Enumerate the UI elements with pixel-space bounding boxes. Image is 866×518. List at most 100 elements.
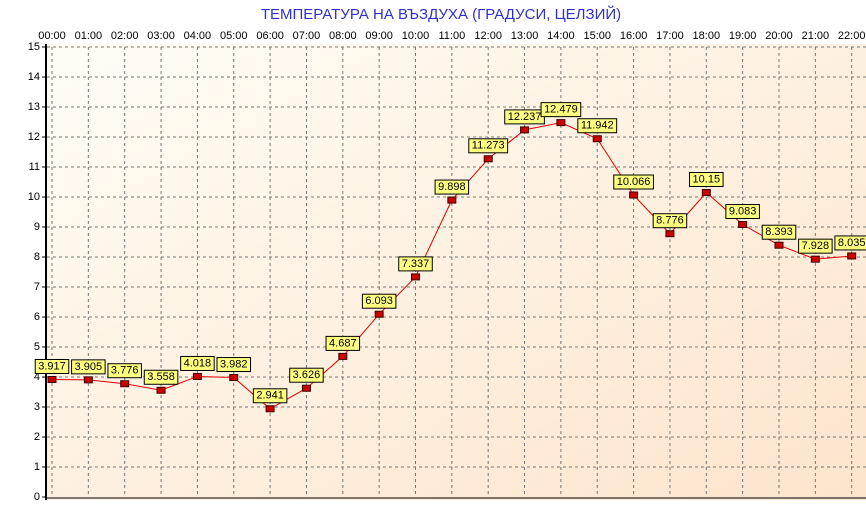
value-label-box xyxy=(761,224,797,240)
x-tick-label: 12:00 xyxy=(474,30,502,42)
y-tick-label: 7 xyxy=(34,281,40,293)
value-label: 12.479 xyxy=(544,104,578,116)
value-label-box xyxy=(613,174,654,190)
marker xyxy=(847,252,857,260)
value-label-box xyxy=(289,367,324,383)
x-tick-label: 06:00 xyxy=(256,30,284,42)
x-tick-label: 22:00 xyxy=(838,30,866,42)
chart-title: ТЕМПЕРАТУРА НА ВЪЗДУХА (ГРАДУСИ, ЦЕЛЗИЙ) xyxy=(261,5,621,23)
y-tick-label: 6 xyxy=(34,311,40,323)
value-label-box xyxy=(434,179,470,195)
value-label-box xyxy=(107,363,142,379)
marker xyxy=(83,376,93,384)
marker xyxy=(338,352,348,360)
value-label: 7.337 xyxy=(402,258,430,270)
value-label: 4.018 xyxy=(184,357,212,369)
y-tick-label: 10 xyxy=(28,191,40,203)
y-tick-label: 9 xyxy=(34,221,40,233)
y-tick-label: 3 xyxy=(34,401,40,413)
value-label-box xyxy=(34,358,70,374)
value-label-box xyxy=(252,388,288,404)
x-tick-label: 08:00 xyxy=(329,30,357,42)
marker xyxy=(629,191,639,199)
marker xyxy=(483,155,493,163)
value-label-box xyxy=(398,256,433,272)
value-label-box xyxy=(725,204,760,220)
x-tick-label: 21:00 xyxy=(802,30,830,42)
marker xyxy=(738,221,748,229)
value-label-box xyxy=(143,369,179,385)
marker xyxy=(592,135,602,143)
x-tick-label: 13:00 xyxy=(511,30,539,42)
x-tick-label: 19:00 xyxy=(729,30,757,42)
value-label-box xyxy=(577,118,618,134)
x-tick-label: 09:00 xyxy=(365,30,393,42)
value-label: 10.15 xyxy=(693,173,721,185)
value-label: 7.928 xyxy=(802,240,830,252)
x-tick-label: 02:00 xyxy=(111,30,139,42)
value-label: 3.982 xyxy=(220,358,248,370)
value-label: 4.687 xyxy=(329,337,357,349)
marker xyxy=(374,310,384,318)
value-label-box xyxy=(798,238,833,254)
value-label: 2.941 xyxy=(256,390,284,402)
y-tick-label: 11 xyxy=(29,161,40,173)
y-tick-label: 13 xyxy=(28,101,40,113)
marker xyxy=(665,230,675,238)
value-label: 3.917 xyxy=(38,360,66,372)
marker xyxy=(120,380,130,388)
x-tick-label: 00:00 xyxy=(38,30,66,42)
y-tick-label: 0 xyxy=(34,491,40,503)
value-label: 3.905 xyxy=(75,361,103,373)
marker xyxy=(774,241,784,249)
marker xyxy=(156,386,166,394)
value-label-box xyxy=(361,293,397,309)
value-label: 8.776 xyxy=(656,215,684,227)
marker xyxy=(301,384,311,392)
x-tick-label: 16:00 xyxy=(620,30,648,42)
marker xyxy=(520,126,530,134)
value-label-box xyxy=(689,172,724,187)
marker xyxy=(701,189,711,196)
value-label-box xyxy=(834,235,866,251)
x-tick-label: 15:00 xyxy=(583,30,611,42)
value-label-box xyxy=(180,355,215,371)
value-label: 3.558 xyxy=(147,371,175,383)
value-label: 3.626 xyxy=(293,369,321,381)
marker xyxy=(810,255,820,263)
marker xyxy=(192,372,202,380)
y-tick-label: 8 xyxy=(34,251,40,263)
value-label: 9.898 xyxy=(438,181,466,193)
x-tick-label: 20:00 xyxy=(765,30,793,42)
value-label: 6.093 xyxy=(365,295,393,307)
value-label: 9.083 xyxy=(729,205,757,217)
value-label-box xyxy=(468,138,509,154)
y-tick-label: 1 xyxy=(34,461,40,473)
value-label-box xyxy=(652,213,688,229)
value-label-box xyxy=(325,335,361,351)
marker xyxy=(411,273,420,281)
x-tick-label: 10:00 xyxy=(402,30,430,42)
y-tick-label: 2 xyxy=(34,431,40,443)
value-label-box xyxy=(216,357,252,373)
x-tick-label: 04:00 xyxy=(184,30,212,42)
y-tick-label: 12 xyxy=(28,131,40,143)
value-label: 8.035 xyxy=(838,237,866,249)
value-label: 10.066 xyxy=(617,176,651,188)
x-tick-label: 01:00 xyxy=(75,30,103,42)
x-tick-label: 17:00 xyxy=(656,30,684,42)
x-tick-label: 03:00 xyxy=(147,30,175,42)
x-tick-label: 05:00 xyxy=(220,30,248,42)
marker xyxy=(229,374,239,382)
y-tick-label: 4 xyxy=(34,371,40,383)
value-label: 11.273 xyxy=(472,140,505,152)
value-label: 11.942 xyxy=(581,120,614,132)
x-tick-label: 14:00 xyxy=(547,30,575,42)
marker xyxy=(447,196,457,204)
value-label: 12.237 xyxy=(508,111,542,123)
value-label-box xyxy=(71,359,106,375)
y-tick-label: 15 xyxy=(28,41,40,53)
value-label: 8.393 xyxy=(765,226,793,238)
value-label-box xyxy=(540,102,582,118)
